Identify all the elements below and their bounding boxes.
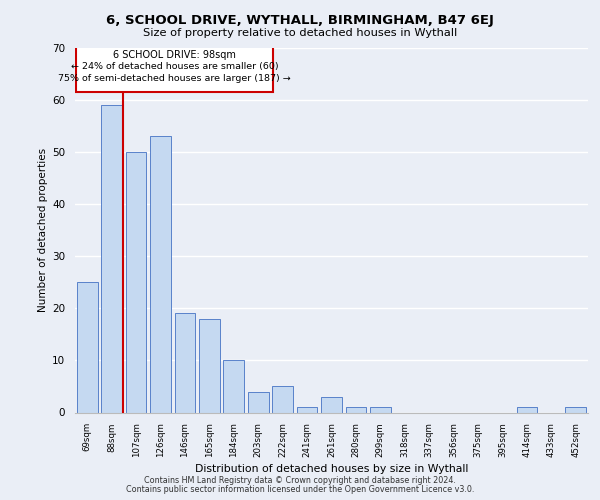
Bar bbox=[125, 152, 146, 412]
Text: 6 SCHOOL DRIVE: 98sqm: 6 SCHOOL DRIVE: 98sqm bbox=[113, 50, 236, 60]
Bar bbox=[346, 408, 367, 412]
Text: Contains HM Land Registry data © Crown copyright and database right 2024.: Contains HM Land Registry data © Crown c… bbox=[144, 476, 456, 485]
Bar bbox=[321, 397, 342, 412]
Bar bbox=[223, 360, 244, 412]
Bar bbox=[517, 408, 538, 412]
Bar bbox=[565, 408, 586, 412]
Bar bbox=[248, 392, 269, 412]
Text: ← 24% of detached houses are smaller (60): ← 24% of detached houses are smaller (60… bbox=[71, 62, 278, 71]
Text: Size of property relative to detached houses in Wythall: Size of property relative to detached ho… bbox=[143, 28, 457, 38]
Bar bbox=[370, 408, 391, 412]
Bar bbox=[199, 318, 220, 412]
Bar bbox=[101, 105, 122, 412]
Bar bbox=[150, 136, 171, 412]
X-axis label: Distribution of detached houses by size in Wythall: Distribution of detached houses by size … bbox=[195, 464, 468, 474]
Bar bbox=[175, 314, 196, 412]
Y-axis label: Number of detached properties: Number of detached properties bbox=[38, 148, 48, 312]
Bar bbox=[296, 408, 317, 412]
Text: Contains public sector information licensed under the Open Government Licence v3: Contains public sector information licen… bbox=[126, 485, 474, 494]
Bar bbox=[272, 386, 293, 412]
FancyBboxPatch shape bbox=[76, 46, 273, 92]
Text: 6, SCHOOL DRIVE, WYTHALL, BIRMINGHAM, B47 6EJ: 6, SCHOOL DRIVE, WYTHALL, BIRMINGHAM, B4… bbox=[106, 14, 494, 27]
Text: 75% of semi-detached houses are larger (187) →: 75% of semi-detached houses are larger (… bbox=[58, 74, 291, 82]
Bar bbox=[77, 282, 98, 412]
